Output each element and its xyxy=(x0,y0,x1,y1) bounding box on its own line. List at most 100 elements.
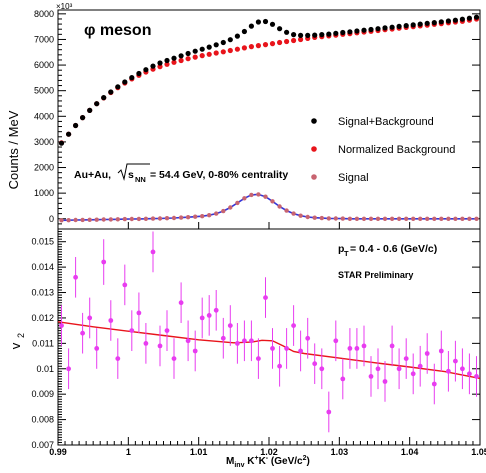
point-normalized-background xyxy=(248,44,254,50)
v2-point xyxy=(249,338,254,344)
point-signal xyxy=(354,216,360,221)
v2-point xyxy=(354,346,360,351)
v2-point xyxy=(220,335,226,341)
v2-point xyxy=(410,371,416,377)
point-normalized-background xyxy=(171,59,177,65)
v2-point xyxy=(347,346,353,351)
point-signal xyxy=(164,216,170,221)
point-signal-background xyxy=(347,29,353,35)
v2-point xyxy=(417,363,423,369)
point-signal xyxy=(228,205,233,210)
v2-point xyxy=(340,376,346,382)
point-signal-background xyxy=(213,42,219,48)
v2-point xyxy=(101,259,107,265)
point-signal-background xyxy=(241,28,247,35)
point-normalized-background xyxy=(178,57,184,64)
point-signal xyxy=(446,216,451,221)
v2-point xyxy=(319,366,325,372)
point-signal-background xyxy=(403,23,409,29)
legend-marker-signal xyxy=(311,174,317,180)
bottom-y-tick-label: 0.014 xyxy=(31,262,54,272)
v2-point xyxy=(80,330,85,336)
v2-point xyxy=(73,274,78,280)
point-signal-background xyxy=(150,63,156,69)
annotation-pt-rest: = 0.4 - 0.6 (GeV/c) xyxy=(350,243,437,255)
bottom-y-axis: 0.007 0.008 0.009 0.01 0.011 0.012 0.013 0.014 0… xyxy=(31,231,480,450)
point-signal xyxy=(221,208,226,214)
v2-point xyxy=(263,295,268,300)
point-signal xyxy=(284,208,289,213)
bottom-plot-frame xyxy=(57,228,481,446)
point-signal xyxy=(157,216,163,221)
point-signal-background xyxy=(94,101,100,107)
v2-point xyxy=(115,356,121,361)
v2-point xyxy=(460,366,465,372)
bottom-x-tick-label: 1 xyxy=(126,447,131,457)
point-signal-background xyxy=(312,32,318,38)
legend-marker-normalized-background xyxy=(311,146,317,152)
xlabel-close: ) xyxy=(307,456,310,467)
top-y-tick-label: 3000 xyxy=(34,137,54,147)
point-signal xyxy=(87,217,92,222)
point-signal-background xyxy=(354,28,360,34)
point-signal xyxy=(298,213,303,218)
point-signal-background xyxy=(410,22,416,28)
point-signal-background xyxy=(326,31,332,37)
point-signal-background xyxy=(227,37,233,43)
point-normalized-background xyxy=(199,53,205,59)
point-signal xyxy=(312,215,317,220)
point-signal-background xyxy=(73,122,79,129)
bottom-y-tick-label: 0.012 xyxy=(31,313,54,323)
ylabel-v: v xyxy=(8,342,23,349)
v2-point xyxy=(333,338,339,344)
point-signal-background xyxy=(248,23,254,29)
point-signal-background xyxy=(298,32,304,39)
point-signal xyxy=(115,217,121,222)
point-signal-background xyxy=(122,79,128,85)
v2-point xyxy=(256,356,261,361)
point-signal-background xyxy=(80,115,86,121)
v2-point xyxy=(122,282,128,288)
point-signal xyxy=(375,216,381,221)
point-signal xyxy=(73,217,78,223)
point-signal-background xyxy=(361,27,367,33)
point-signal xyxy=(150,216,156,221)
ylabel-v-sub: 2 xyxy=(16,333,26,338)
bottom-x-tick-label: 1.02 xyxy=(260,447,278,457)
point-signal xyxy=(368,216,374,221)
v2-point xyxy=(326,409,332,415)
v2-point xyxy=(242,338,247,344)
legend: Signal+Background Normalized Background … xyxy=(311,116,455,184)
top-y-tick-label: 7000 xyxy=(34,34,54,44)
annotation-collision: Au+Au, xyxy=(74,169,111,181)
point-signal-background xyxy=(206,44,212,50)
point-signal xyxy=(474,216,479,221)
point-signal xyxy=(432,216,437,221)
top-panel: 0 1000 2000 3000 4000 5000 6000 7000 8000 ×10³ φ… xyxy=(6,2,481,230)
v2-point xyxy=(361,343,367,349)
point-signal-background xyxy=(438,19,444,25)
bottom-x-tick-label: 1.03 xyxy=(331,447,349,457)
point-normalized-background xyxy=(220,49,226,55)
v2-point xyxy=(284,346,289,351)
bottom-y-tick-label: 0.01 xyxy=(36,364,54,374)
v2-point xyxy=(403,356,409,361)
point-signal xyxy=(270,199,275,204)
v2-point xyxy=(227,323,233,328)
point-signal-background xyxy=(262,18,269,25)
v2-point xyxy=(438,348,444,354)
bottom-y-tick-label: 0.007 xyxy=(31,440,54,450)
v2-point xyxy=(431,381,437,387)
point-signal xyxy=(411,216,416,221)
point-signal xyxy=(108,217,114,222)
v2-point xyxy=(375,366,381,372)
bottom-x-tick-label: 1.05 xyxy=(471,447,486,457)
v2-point xyxy=(108,318,114,323)
point-signal xyxy=(389,216,395,221)
point-signal-background xyxy=(255,19,261,25)
v2-point xyxy=(291,323,296,328)
v2-point xyxy=(192,348,198,354)
point-signal xyxy=(256,192,261,197)
point-signal-background xyxy=(340,29,346,36)
bottom-data-layer xyxy=(57,231,481,433)
